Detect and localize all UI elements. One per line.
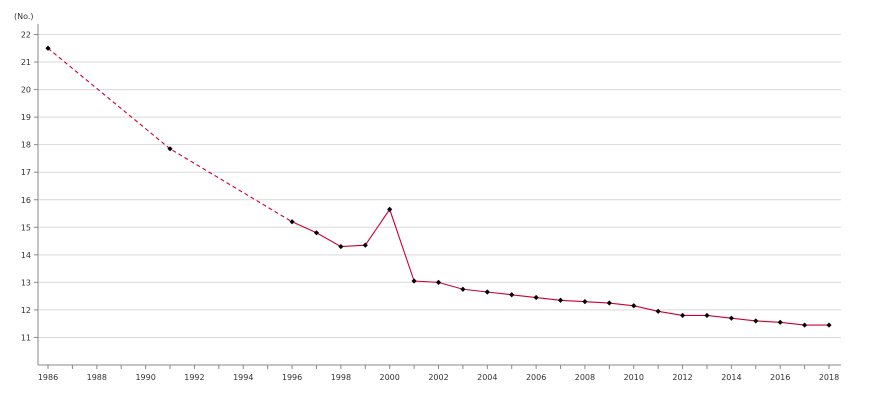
- x-tick-label-1998: 1998: [331, 373, 351, 382]
- y-tick-label-20: 20: [21, 86, 31, 95]
- y-tick-label-21: 21: [21, 58, 31, 67]
- x-tick-label-2002: 2002: [428, 373, 448, 382]
- y-tick-label-17: 17: [21, 168, 31, 177]
- data-point-1997: [313, 230, 320, 236]
- data-point-2001: [411, 278, 417, 284]
- y-tick-label-18: 18: [21, 141, 31, 150]
- gridlines: [38, 34, 841, 338]
- y-tick-label-16: 16: [21, 196, 31, 205]
- data-point-2006: [533, 294, 539, 301]
- data-points: [45, 45, 832, 328]
- data-point-1986: [45, 45, 51, 51]
- x-tick-label-1990: 1990: [135, 373, 155, 382]
- y-tick-label-13: 13: [21, 278, 31, 287]
- x-tick-label-1996: 1996: [282, 373, 302, 382]
- data-point-2017: [801, 322, 808, 328]
- data-point-2007: [557, 297, 564, 303]
- x-tick-label-2014: 2014: [721, 373, 741, 382]
- x-tick-label-2004: 2004: [477, 373, 497, 382]
- series-0-solid-line: [291, 208, 829, 326]
- data-point-1999: [362, 242, 368, 248]
- x-tick-label-2016: 2016: [770, 373, 790, 382]
- x-tick-label-2018: 2018: [819, 373, 839, 382]
- data-point-2018: [826, 322, 832, 328]
- x-tick-label-1994: 1994: [233, 373, 253, 382]
- x-tick-label-2008: 2008: [575, 373, 595, 382]
- data-point-2009: [606, 300, 612, 306]
- data-point-2005: [509, 292, 515, 298]
- y-tick-label-14: 14: [21, 251, 31, 260]
- data-point-2012: [679, 312, 686, 319]
- data-point-1991: [167, 146, 173, 152]
- y-tick-label-15: 15: [21, 223, 31, 232]
- x-tick-label-2010: 2010: [624, 373, 644, 382]
- data-point-2016: [777, 319, 783, 325]
- y-tick-label-22: 22: [21, 31, 31, 40]
- data-point-2013: [704, 312, 710, 319]
- x-tick-label-2012: 2012: [672, 373, 692, 382]
- y-tick-label-19: 19: [21, 113, 31, 122]
- data-point-2002: [435, 279, 442, 285]
- x-tick-label-1986: 1986: [38, 373, 58, 382]
- series-0-dashed-line: [47, 47, 293, 223]
- data-point-2015: [753, 318, 759, 324]
- data-point-2010: [631, 303, 637, 309]
- y-axis-unit-label: (No.): [14, 12, 34, 21]
- data-point-2004: [484, 289, 490, 295]
- y-tick-label-11: 11: [21, 333, 31, 342]
- data-point-1996: [289, 219, 295, 225]
- data-point-2014: [728, 315, 734, 321]
- data-point-2011: [655, 308, 661, 314]
- x-tick-label-2006: 2006: [526, 373, 546, 382]
- y-tick-label-12: 12: [21, 306, 31, 315]
- x-tick-label-1988: 1988: [87, 373, 107, 382]
- x-tick-label-2000: 2000: [380, 373, 400, 382]
- data-point-2008: [582, 299, 588, 305]
- data-point-1998: [338, 243, 344, 250]
- data-point-2003: [460, 286, 466, 292]
- axes: 11 12 13 14 15 16 17 18 19 20 21 22 1986 1988 1990 1992…: [21, 24, 841, 382]
- data-point-2000: [387, 206, 393, 212]
- x-tick-label-1992: 1992: [184, 373, 204, 382]
